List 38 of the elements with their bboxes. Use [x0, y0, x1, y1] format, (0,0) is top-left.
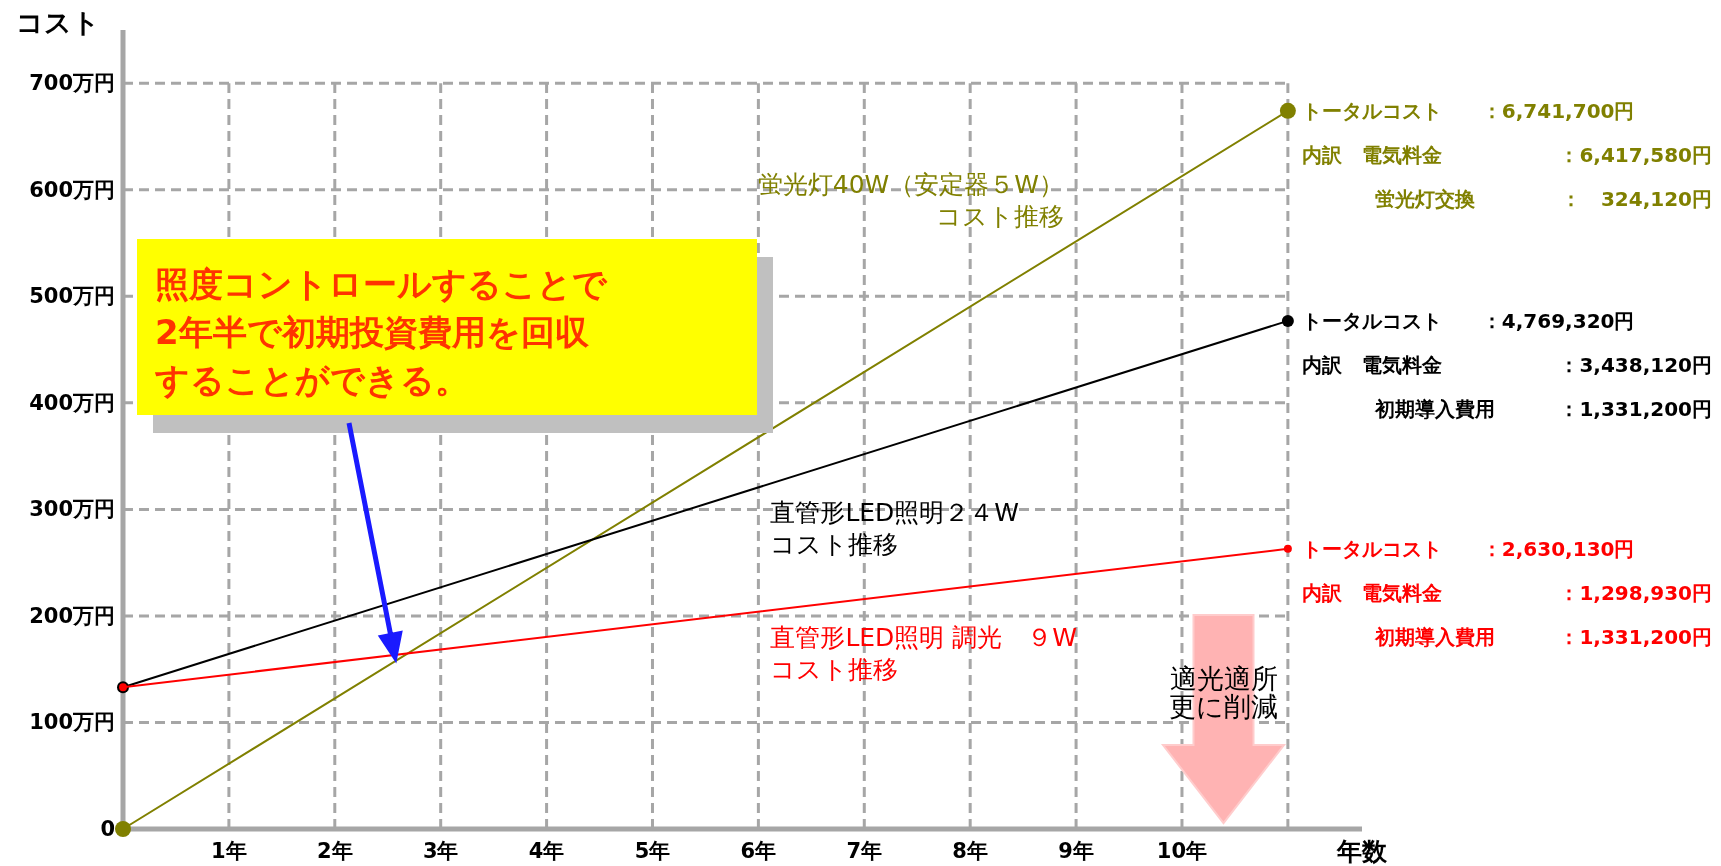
x-tick-label: 9年 [1058, 839, 1094, 863]
annotation: トータルコスト ：6,741,700円 [1301, 98, 1635, 123]
point [1281, 314, 1294, 327]
x-tick-label: 4年 [528, 839, 565, 863]
y-axis-title: コスト [16, 6, 100, 38]
point [115, 821, 131, 837]
x-tick-label: 8年 [952, 839, 988, 863]
series-label: 直管形LED照明２４Wコスト推移 [770, 498, 1020, 560]
y-tick-label: 200万円 [29, 603, 115, 628]
series-label: 蛍光灯40W（安定器５W）コスト推移 [757, 170, 1065, 232]
text: 初期導入費用：1,331,200円 [1374, 396, 1712, 421]
text: 内訳 電気料金 ：6,417,580円 [1301, 142, 1712, 167]
x-tick-label: 7年 [846, 839, 883, 863]
annotation: トータルコスト ：4,769,320円 [1301, 308, 1635, 333]
annotation: 照度コントロールすることで2年半で初期投資費用を回収することができる。 [154, 264, 608, 400]
point [1279, 102, 1296, 119]
y-tick-label: 400万円 [29, 390, 115, 415]
y-tick-label: 0 [100, 817, 115, 841]
y-tick-label: 300万円 [29, 497, 115, 522]
x-tick-label: 3年 [422, 839, 459, 863]
y-tick-label: 600万円 [29, 177, 115, 202]
y-tick-label: 100万円 [29, 710, 115, 735]
series-label: 直管形LED照明 調光 ９Wコスト推移 [770, 622, 1078, 684]
y-tick-label: 700万円 [29, 71, 115, 96]
text: 内訳 電気料金 ：1,298,930円 [1301, 580, 1712, 605]
x-tick-label: 10年 [1156, 839, 1208, 863]
x-tick-label: 5年 [634, 839, 671, 863]
text: 蛍光灯交換 ： 324,120円 [1374, 186, 1712, 211]
x-tick-label: 2年 [316, 839, 353, 863]
text: 初期導入費用：1,331,200円 [1374, 624, 1712, 649]
y-tick-label: 500万円 [29, 284, 115, 309]
x-tick-label: 1年 [211, 839, 247, 863]
annotation: 適光適所更に削減 [1169, 663, 1278, 722]
text: 内訳 電気料金 ：3,438,120円 [1301, 352, 1712, 377]
point [1283, 544, 1292, 553]
x-tick-label: 6年 [740, 839, 777, 863]
x-axis-title: 年数 [1336, 836, 1388, 866]
annotation: トータルコスト ：2,630,130円 [1301, 536, 1635, 561]
